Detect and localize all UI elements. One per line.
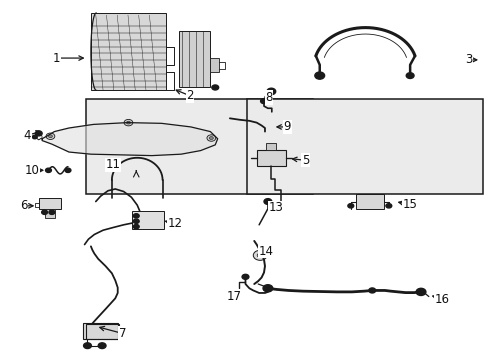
- Circle shape: [133, 225, 139, 229]
- Circle shape: [260, 99, 267, 104]
- Text: 4: 4: [24, 129, 31, 142]
- Circle shape: [124, 120, 133, 126]
- Circle shape: [242, 274, 248, 279]
- Circle shape: [347, 204, 353, 208]
- Text: 7: 7: [119, 327, 126, 340]
- Bar: [178, 31, 210, 87]
- Text: 1: 1: [53, 51, 61, 64]
- Bar: [39, 198, 61, 209]
- Circle shape: [49, 210, 55, 215]
- Text: 8: 8: [264, 91, 272, 104]
- Bar: [210, 58, 219, 72]
- Circle shape: [209, 136, 213, 139]
- Circle shape: [314, 72, 324, 79]
- Text: 6: 6: [20, 199, 28, 212]
- Text: 14: 14: [259, 244, 273, 257]
- Circle shape: [133, 219, 139, 224]
- Text: 9: 9: [283, 121, 290, 134]
- Circle shape: [211, 85, 218, 90]
- Text: 5: 5: [301, 154, 308, 167]
- Circle shape: [48, 135, 52, 138]
- Text: 17: 17: [226, 290, 241, 303]
- Circle shape: [32, 135, 37, 139]
- Text: 2: 2: [186, 89, 193, 102]
- Bar: [246, 99, 483, 194]
- Text: 12: 12: [167, 217, 183, 230]
- Circle shape: [264, 95, 270, 100]
- Circle shape: [35, 131, 42, 136]
- Circle shape: [385, 204, 391, 208]
- Circle shape: [46, 133, 55, 139]
- Circle shape: [126, 121, 130, 124]
- Bar: [256, 150, 285, 166]
- Circle shape: [133, 214, 139, 218]
- Text: 11: 11: [105, 158, 120, 171]
- Circle shape: [41, 210, 47, 215]
- Text: 10: 10: [25, 164, 40, 177]
- Circle shape: [45, 168, 51, 172]
- Bar: [355, 194, 383, 210]
- Circle shape: [263, 285, 272, 292]
- Circle shape: [266, 88, 275, 95]
- Bar: [44, 209, 55, 218]
- Circle shape: [98, 343, 106, 348]
- Circle shape: [257, 253, 263, 257]
- Bar: [266, 143, 276, 150]
- Circle shape: [415, 288, 425, 296]
- Text: 13: 13: [268, 202, 283, 215]
- Bar: [132, 211, 163, 229]
- Circle shape: [206, 135, 215, 141]
- Circle shape: [264, 199, 271, 204]
- Circle shape: [65, 168, 71, 172]
- Circle shape: [368, 288, 375, 293]
- Bar: [86, 99, 312, 194]
- Bar: [86, 324, 119, 338]
- Text: 15: 15: [402, 198, 417, 211]
- Polygon shape: [42, 123, 217, 156]
- Circle shape: [406, 73, 413, 78]
- Text: 3: 3: [464, 53, 471, 66]
- Circle shape: [253, 250, 266, 260]
- Bar: [82, 323, 118, 338]
- Bar: [91, 13, 166, 90]
- Circle shape: [83, 343, 91, 348]
- Text: 16: 16: [434, 293, 448, 306]
